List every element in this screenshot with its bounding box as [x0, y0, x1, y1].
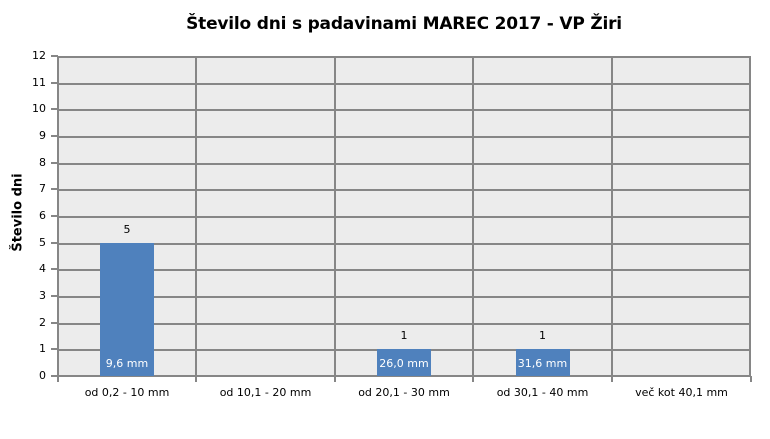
gridline — [58, 162, 749, 165]
x-category-label: od 20,1 - 30 mm — [358, 386, 450, 399]
y-tick-label: 2 — [39, 315, 46, 329]
y-tick-label: 10 — [32, 102, 46, 116]
category-divider — [472, 58, 474, 376]
bar-value-label: 1 — [400, 329, 408, 343]
y-tick — [51, 215, 58, 217]
y-tick — [51, 375, 58, 377]
x-category-label: od 0,2 - 10 mm — [84, 386, 170, 399]
x-tick — [472, 376, 474, 382]
x-category-label: več kot 40,1 mm — [635, 386, 728, 399]
y-tick-label: 4 — [39, 262, 46, 276]
x-tick — [57, 376, 59, 382]
y-tick-label: 9 — [39, 129, 46, 142]
bar: 9,6 mm — [100, 242, 154, 376]
y-tick-label: 8 — [39, 155, 46, 169]
bar-value-label: 1 — [539, 329, 546, 343]
x-tick — [195, 376, 197, 382]
x-axis — [57, 375, 751, 377]
x-category-label: od 10,1 - 20 mm — [219, 386, 312, 399]
gridline — [58, 189, 749, 192]
x-tick — [334, 376, 336, 382]
category-divider — [195, 58, 197, 376]
y-axis — [57, 56, 59, 377]
y-tick-label: 11 — [32, 75, 46, 89]
bar: 31,6 mm — [515, 349, 570, 376]
category-divider — [611, 58, 613, 376]
y-tick — [51, 321, 58, 324]
gridline — [58, 82, 749, 85]
gridline — [58, 269, 749, 272]
bar-annotation: 26,0 mm — [379, 356, 429, 370]
y-tick — [51, 55, 58, 57]
y-tick — [51, 81, 58, 84]
gridline — [58, 136, 749, 138]
gridline — [58, 216, 749, 218]
gridline — [58, 322, 749, 325]
plot-area — [58, 56, 751, 376]
y-tick-label: 3 — [39, 289, 46, 302]
y-tick — [51, 135, 58, 137]
bar-annotation: 31,6 mm — [517, 356, 568, 370]
bar-value-label: 5 — [123, 222, 131, 236]
y-tick — [51, 188, 58, 191]
bar: 26,0 mm — [377, 349, 431, 376]
y-tick — [51, 268, 58, 271]
y-tick-label: 7 — [39, 182, 46, 196]
y-tick-label: 0 — [39, 369, 46, 382]
y-tick — [51, 161, 58, 164]
bar-annotation: 9,6 mm — [105, 356, 149, 370]
gridline — [58, 296, 749, 298]
x-category-label: od 30,1 - 40 mm — [496, 386, 589, 399]
chart-title: Število dni s padavinami MAREC 2017 - VP… — [186, 14, 622, 34]
gridline — [58, 242, 749, 245]
y-tick-label: 1 — [39, 342, 46, 356]
y-tick-label: 5 — [39, 235, 46, 249]
x-tick — [750, 376, 752, 382]
x-tick — [611, 376, 613, 382]
y-tick — [51, 348, 58, 351]
gridline — [58, 109, 749, 112]
y-tick-label: 6 — [39, 209, 46, 222]
y-tick — [51, 108, 58, 111]
y-tick-label: 12 — [32, 49, 46, 62]
y-tick — [51, 295, 58, 297]
y-tick — [51, 241, 58, 244]
category-divider — [334, 58, 336, 376]
